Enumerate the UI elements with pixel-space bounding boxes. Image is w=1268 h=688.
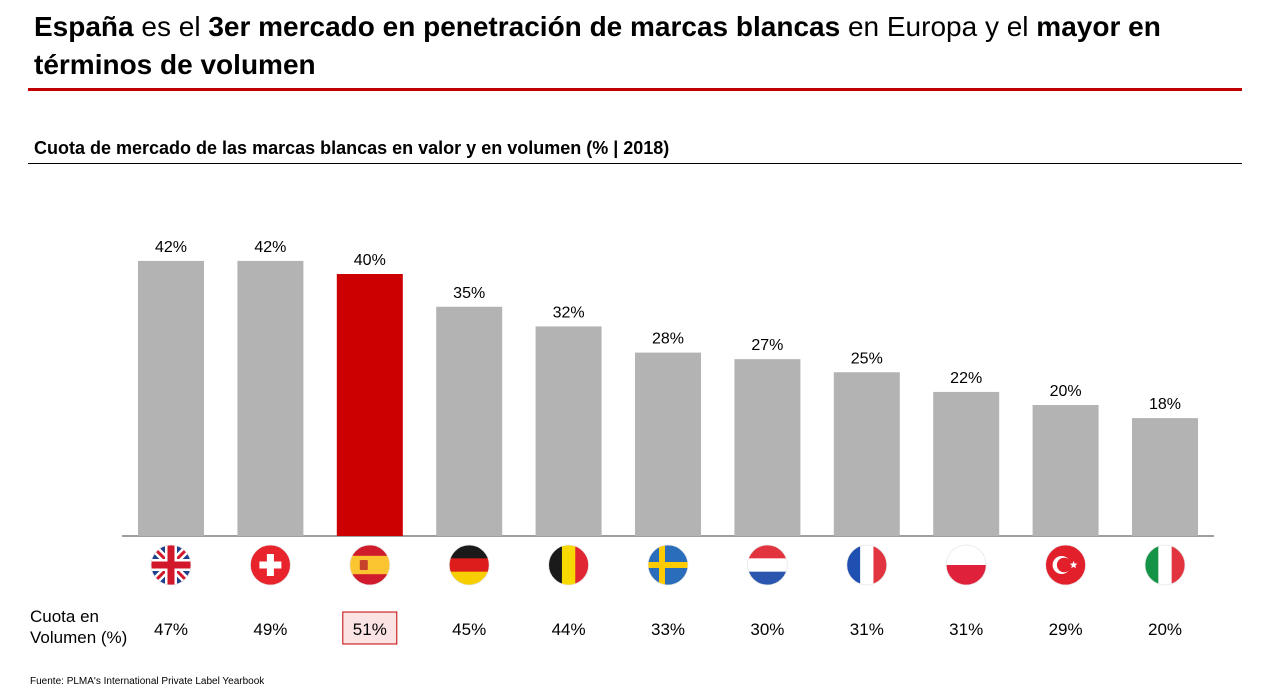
poland-flag-icon xyxy=(945,544,987,586)
volume-value-label: 29% xyxy=(1049,620,1083,639)
switzerland-flag-icon xyxy=(249,544,291,586)
title-part: es el xyxy=(133,11,209,42)
chart-subtitle: Cuota de mercado de las marcas blancas e… xyxy=(34,138,670,158)
netherlands-flag-icon xyxy=(747,544,788,586)
volume-value-label: 20% xyxy=(1148,620,1182,639)
value-label: 18% xyxy=(1149,396,1181,413)
value-label: 32% xyxy=(553,304,585,321)
bar-de xyxy=(436,306,503,536)
volume-highlight-box xyxy=(342,611,398,645)
bar-fr xyxy=(833,372,900,536)
volume-value-label: 49% xyxy=(253,620,287,639)
value-label: 40% xyxy=(354,252,386,269)
germany-flag-icon xyxy=(448,544,490,586)
bar-be xyxy=(535,326,602,536)
sweden-flag-icon xyxy=(647,544,689,586)
turkey-flag-icon xyxy=(1045,544,1086,586)
bar-tr xyxy=(1032,405,1099,536)
belgium-flag-icon xyxy=(548,544,589,586)
title-part: en Europa y el xyxy=(840,11,1037,42)
page-title: España es el 3er mercado en penetración … xyxy=(34,8,1234,84)
bar-uk xyxy=(138,260,204,536)
value-label: 35% xyxy=(453,285,485,302)
uk-flag-icon xyxy=(150,544,192,586)
title-divider xyxy=(28,88,1242,91)
italy-flag-icon xyxy=(1144,544,1186,586)
volume-label-line2: Volumen (%) xyxy=(30,628,128,647)
volume-label-line1: Cuota en xyxy=(30,607,99,626)
volume-value-label: 30% xyxy=(750,620,784,639)
value-label: 28% xyxy=(652,331,684,348)
value-label: 27% xyxy=(751,337,783,354)
value-label: 42% xyxy=(254,239,286,256)
title-part: mayor en términos de volumen xyxy=(34,11,1161,80)
title-part: 3er mercado en penetración de marcas bla… xyxy=(208,11,841,42)
spain-flag-icon xyxy=(349,544,391,586)
volume-row-label: Cuota en Volumen (%) xyxy=(30,606,127,648)
bar-se xyxy=(635,352,701,536)
bar-es xyxy=(336,274,403,536)
value-label: 25% xyxy=(851,350,883,367)
title-part: España xyxy=(34,11,134,42)
volume-value-label: 51% xyxy=(353,620,387,639)
volume-value-label: 44% xyxy=(552,620,586,639)
france-flag-icon xyxy=(846,544,888,586)
volume-value-label: 45% xyxy=(452,620,486,639)
volume-value-label: 31% xyxy=(949,620,983,639)
subtitle-divider xyxy=(28,163,1242,164)
volume-value-label: 47% xyxy=(154,620,188,639)
source-note: Fuente: PLMA's International Private Lab… xyxy=(30,676,265,687)
bar-it xyxy=(1132,418,1198,536)
value-label: 42% xyxy=(155,239,187,256)
volume-value-label: 33% xyxy=(651,620,685,639)
bar-ch xyxy=(237,260,304,536)
volume-value-label: 31% xyxy=(850,620,884,639)
value-label: 20% xyxy=(1050,383,1082,400)
bar-nl xyxy=(734,359,801,536)
bar-pl xyxy=(933,391,1000,536)
value-label: 22% xyxy=(950,370,982,387)
